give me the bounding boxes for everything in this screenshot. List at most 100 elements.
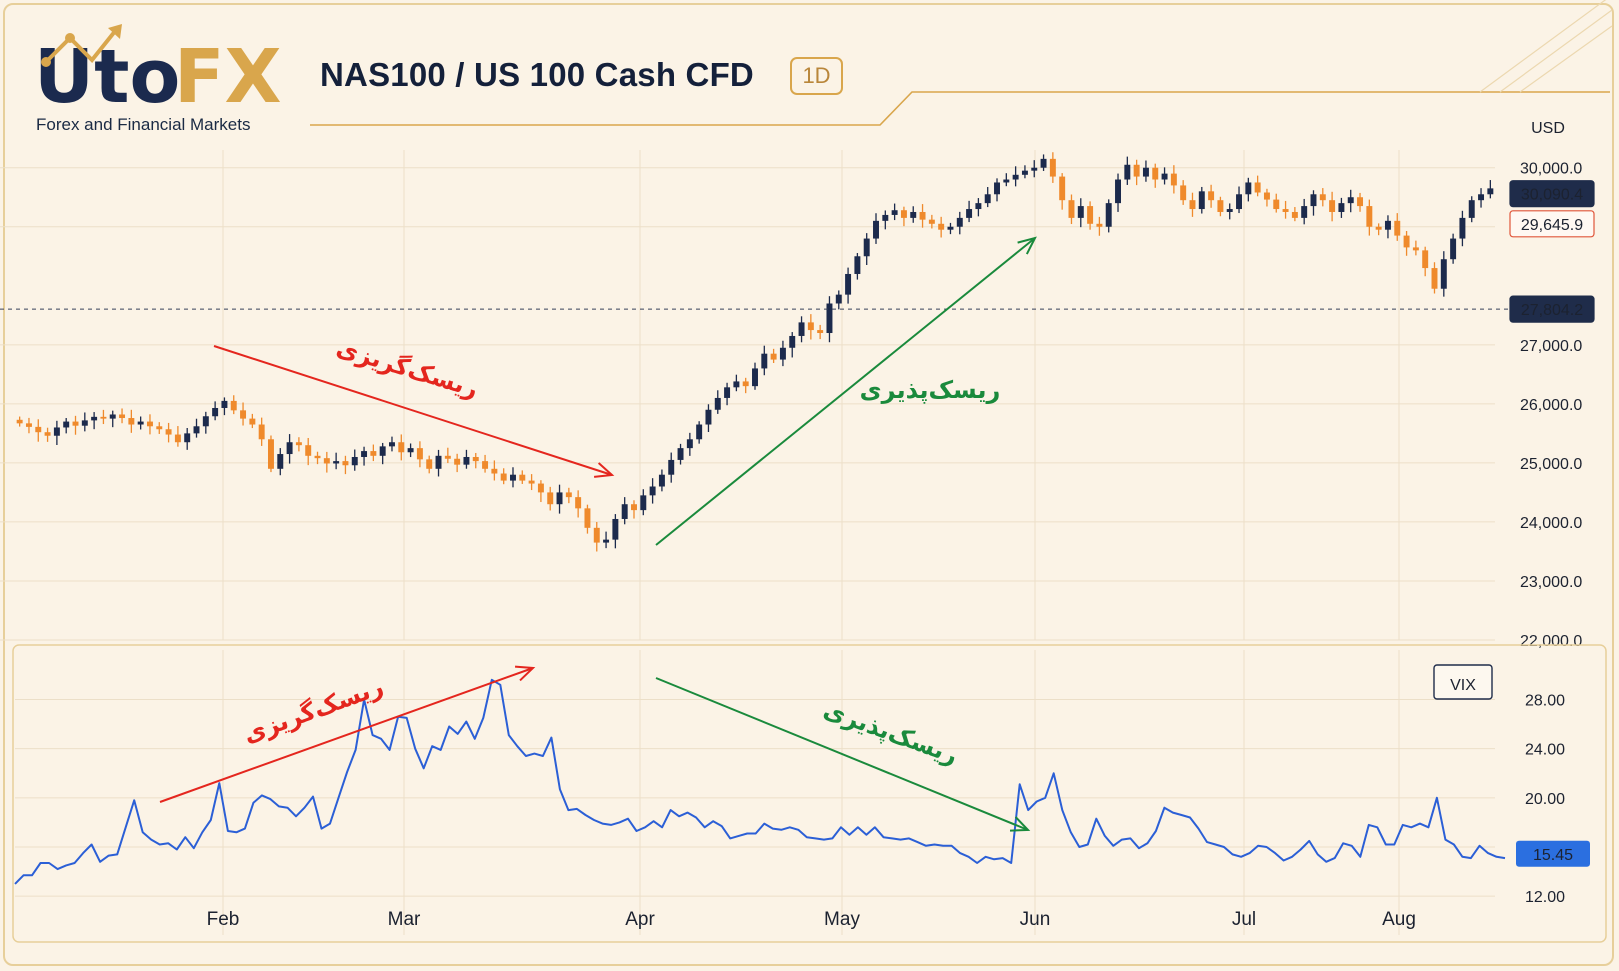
candle-body	[323, 458, 330, 464]
candle-body	[1040, 158, 1047, 168]
candle-body	[1338, 203, 1345, 212]
candle-body	[1077, 206, 1084, 218]
month-label: May	[824, 909, 860, 930]
month-label: Jun	[1020, 909, 1051, 930]
candle-body	[910, 211, 917, 218]
candle-body	[845, 273, 852, 295]
candle-body	[631, 504, 637, 511]
candle-body	[994, 182, 1000, 195]
vix-tick-label: 12.00	[1525, 889, 1565, 906]
candle-body	[407, 448, 414, 453]
vix-label-box	[1433, 664, 1493, 700]
page-title: NAS100 / US 100 Cash CFD	[320, 56, 754, 93]
price-axis-unit: USD	[1531, 120, 1565, 137]
candle-body	[16, 419, 23, 424]
candle-body	[463, 456, 470, 465]
candle-body	[314, 455, 321, 459]
candle-body	[119, 414, 126, 419]
candle-body	[35, 426, 42, 433]
candle-body	[510, 474, 516, 481]
risk-on-arrow-price-head	[1017, 236, 1037, 255]
candle-body	[1422, 250, 1429, 269]
vix-panel-border	[12, 644, 1607, 943]
candle-body	[1282, 209, 1289, 212]
price-tag-box	[1509, 295, 1595, 323]
price-tag-box	[1509, 210, 1595, 238]
candle-body	[267, 439, 274, 469]
risk-off-arrow-price	[213, 345, 613, 476]
price-tag-label: 30,090.4	[1521, 187, 1583, 204]
price-tick-label: 26,000.0	[1520, 397, 1582, 414]
candle-body	[919, 211, 926, 220]
risk-on-label-vix: ریسک‌پذیری	[820, 695, 962, 769]
candle-body	[109, 414, 116, 419]
candle-body	[1170, 173, 1177, 186]
candle-body	[1291, 211, 1298, 218]
candle-body	[1459, 217, 1466, 239]
brand-logo: Uto FX	[34, 24, 282, 120]
candle-body	[1319, 194, 1326, 201]
candle-body	[286, 442, 293, 455]
candle-body	[817, 330, 824, 334]
candle-body	[928, 219, 935, 224]
candle-body	[1384, 220, 1391, 230]
vix-value-tag: 15.45	[1533, 847, 1573, 864]
candle-body	[658, 474, 665, 487]
candle-body	[351, 456, 358, 466]
candle-body	[491, 468, 498, 474]
candle-body	[482, 461, 489, 469]
vix-tick-label: 20.00	[1525, 791, 1565, 808]
candle-body	[240, 410, 247, 419]
risk-off-arrow-price-head	[593, 462, 615, 478]
candle-body	[1366, 206, 1373, 227]
candle-body	[826, 303, 833, 334]
candle-body	[714, 397, 721, 410]
candle-body	[72, 421, 79, 426]
candle-body	[500, 473, 507, 481]
candle-body	[752, 368, 758, 387]
candle-body	[258, 424, 265, 440]
vix-series-line	[14, 678, 1506, 885]
header-rule	[310, 91, 1610, 126]
candle-body	[1068, 200, 1075, 218]
price-tag-label: 29,645.9	[1521, 217, 1583, 234]
price-tag-box	[1509, 180, 1595, 208]
candle-body	[146, 421, 153, 427]
candle-body	[221, 400, 228, 408]
candle-body	[1115, 179, 1121, 204]
brand-tagline: Forex and Financial Markets	[36, 115, 251, 134]
candle-body	[1263, 192, 1270, 200]
candle-body	[1208, 191, 1215, 201]
candle-body	[705, 409, 712, 425]
candle-body	[1133, 164, 1140, 177]
candle-body	[389, 442, 395, 447]
candle-body	[1021, 170, 1028, 175]
header-decoration	[310, 0, 1613, 126]
vix-panel: 28.0024.0020.0016.0012.00VIX15.45FebMarA…	[12, 644, 1607, 943]
candle-body	[165, 429, 172, 435]
price-tick-label: 24,000.0	[1520, 515, 1582, 532]
candle-body	[212, 407, 219, 417]
candle-body	[891, 210, 898, 215]
candle-body	[565, 492, 572, 498]
month-label: Mar	[388, 909, 421, 930]
month-label: Aug	[1382, 909, 1416, 930]
month-label: Jul	[1232, 909, 1256, 930]
price-tick-label: 27,000.0	[1520, 338, 1582, 355]
candle-body	[854, 256, 861, 274]
timeframe-badge[interactable]: 1D	[790, 57, 843, 95]
candle-body	[416, 448, 423, 460]
candle-body	[156, 426, 163, 430]
price-tick-label: 30,000.0	[1520, 161, 1582, 178]
candle-body	[537, 483, 544, 493]
candle-body	[1357, 197, 1364, 207]
price-tick-label: 22,000.0	[1520, 633, 1582, 650]
vix-tick-label: 24.00	[1525, 742, 1565, 759]
candle-body	[593, 527, 600, 543]
candle-body	[789, 335, 796, 348]
candle-body	[63, 421, 70, 428]
candle-body	[863, 238, 870, 257]
candle-body	[193, 426, 200, 434]
risk-on-arrow-vix	[655, 677, 1029, 831]
